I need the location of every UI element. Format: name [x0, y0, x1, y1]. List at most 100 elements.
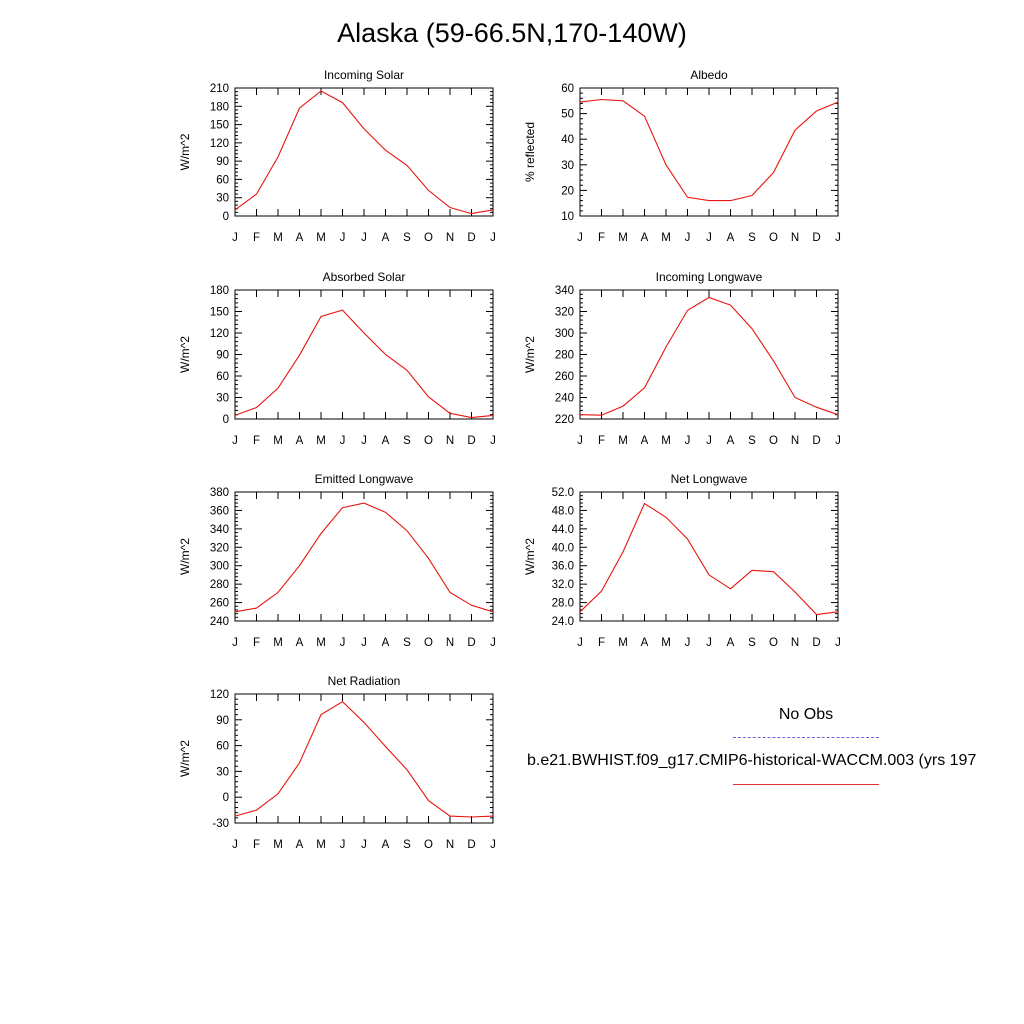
- net-radiation-xtick-label: N: [446, 839, 454, 851]
- emitted-longwave-series-line: [234, 502, 494, 613]
- absorbed-solar-xtick-label: F: [253, 435, 260, 447]
- incoming-longwave-xtick-label: J: [706, 435, 712, 447]
- incoming-longwave-ytick-label: 220: [555, 414, 574, 426]
- emitted-longwave-ytick-label: 380: [210, 487, 229, 499]
- absorbed-solar-ylabel: W/m^2: [178, 336, 192, 373]
- incoming-solar-ytick-label: 30: [216, 193, 229, 205]
- albedo-xtick-label: M: [661, 232, 671, 244]
- net-radiation-xtick-label: A: [296, 839, 304, 851]
- absorbed-solar-xtick-label: J: [232, 435, 238, 447]
- incoming-longwave-ytick-label: 340: [555, 285, 574, 297]
- net-radiation-xtick-label: A: [382, 839, 390, 851]
- incoming-longwave-xtick-label: A: [641, 435, 649, 447]
- incoming-solar-xtick-label: N: [446, 232, 454, 244]
- emitted-longwave-xtick-label: A: [296, 637, 304, 649]
- incoming-solar-xtick-label: M: [273, 232, 283, 244]
- albedo-ytick-label: 20: [561, 185, 574, 197]
- net-longwave-series-line: [579, 502, 839, 616]
- net-longwave-xtick-label: A: [727, 637, 735, 649]
- absorbed-solar-frame: [234, 289, 494, 420]
- albedo-xtick-label: A: [727, 232, 735, 244]
- incoming-longwave-xtick-label: S: [748, 435, 756, 447]
- absorbed-solar-ytick-label: 60: [216, 371, 229, 383]
- net-longwave-ytick-label: 24.0: [552, 616, 574, 628]
- incoming-solar-xtick-label: A: [382, 232, 390, 244]
- incoming-longwave-xtick-label: O: [769, 435, 778, 447]
- incoming-longwave-xtick-label: M: [661, 435, 671, 447]
- net-longwave-xtick-label: J: [577, 637, 583, 649]
- net-radiation-ytick-label: 60: [216, 741, 229, 753]
- albedo-ytick-label: 40: [561, 134, 574, 146]
- net-longwave-ytick-label: 52.0: [552, 487, 574, 499]
- albedo-xtick-label: J: [685, 232, 691, 244]
- net-radiation-ytick-label: 30: [216, 766, 229, 778]
- net-longwave-xtick-label: D: [812, 637, 820, 649]
- albedo-xtick-label: F: [598, 232, 605, 244]
- net-longwave-ylabel: W/m^2: [523, 538, 537, 575]
- incoming-longwave-xtick-label: M: [618, 435, 628, 447]
- absorbed-solar-series-line: [234, 309, 494, 419]
- incoming-longwave-ytick-label: 240: [555, 393, 574, 405]
- net-longwave-xtick-label: J: [706, 637, 712, 649]
- incoming-solar-xtick-label: J: [361, 232, 367, 244]
- net-longwave-ytick-label: 48.0: [552, 505, 574, 517]
- albedo-xtick-label: S: [748, 232, 756, 244]
- incoming-solar-frame: [234, 87, 494, 217]
- incoming-solar-chart: Incoming Solar W/m^2 0 30 60 90 120 150 180 210 J F…: [178, 68, 496, 244]
- absorbed-solar-ytick-label: 180: [210, 285, 229, 297]
- incoming-longwave-xtick-label: J: [685, 435, 691, 447]
- albedo-xtick-label: N: [791, 232, 799, 244]
- incoming-longwave-chart: Incoming Longwave W/m^2 220 240 260 280 300 320…: [523, 270, 841, 447]
- albedo-series-line: [579, 98, 839, 202]
- net-longwave-chart: Net Longwave W/m^2 24.0 28.0 32.0 36.0 40.0 44.…: [523, 472, 841, 649]
- incoming-solar-title: Incoming Solar: [324, 68, 404, 82]
- net-longwave-ytick-label: 44.0: [552, 524, 574, 536]
- incoming-longwave-title: Incoming Longwave: [656, 270, 763, 284]
- albedo-xtick-label: O: [769, 232, 778, 244]
- emitted-longwave-ytick-label: 300: [210, 561, 229, 573]
- net-longwave-frame: [579, 491, 839, 622]
- emitted-longwave-xtick-label: A: [382, 637, 390, 649]
- legend-model-label: b.e21.BWHIST.f09_g17.CMIP6-historical-WA…: [527, 752, 977, 769]
- incoming-longwave-ytick-label: 320: [555, 307, 574, 319]
- emitted-longwave-xtick-label: J: [361, 637, 367, 649]
- net-radiation-title: Net Radiation: [328, 674, 401, 688]
- incoming-solar-xtick-label: S: [403, 232, 411, 244]
- net-longwave-ytick-label: 28.0: [552, 598, 574, 610]
- absorbed-solar-ytick-label: 150: [210, 307, 229, 319]
- absorbed-solar-xtick-label: S: [403, 435, 411, 447]
- net-radiation-ytick-label: 0: [223, 792, 229, 804]
- emitted-longwave-ytick-label: 340: [210, 524, 229, 536]
- absorbed-solar-xtick-label: J: [361, 435, 367, 447]
- absorbed-solar-xtick-label: J: [340, 435, 346, 447]
- net-radiation-xtick-label: J: [232, 839, 238, 851]
- emitted-longwave-ytick-label: 360: [210, 505, 229, 517]
- emitted-longwave-xtick-label: J: [340, 637, 346, 649]
- net-longwave-xtick-label: O: [769, 637, 778, 649]
- emitted-longwave-ytick-label: 280: [210, 579, 229, 591]
- emitted-longwave-xtick-label: M: [273, 637, 283, 649]
- incoming-solar-xtick-label: M: [316, 232, 326, 244]
- incoming-solar-ytick-label: 150: [210, 120, 229, 132]
- albedo-ytick-label: 30: [561, 160, 574, 172]
- incoming-longwave-xtick-label: F: [598, 435, 605, 447]
- albedo-frame: [579, 87, 839, 217]
- absorbed-solar-xtick-label: M: [273, 435, 283, 447]
- absorbed-solar-ytick-label: 0: [223, 414, 229, 426]
- emitted-longwave-xtick-label: N: [446, 637, 454, 649]
- incoming-solar-ytick-label: 60: [216, 174, 229, 186]
- incoming-solar-xtick-label: F: [253, 232, 260, 244]
- albedo-xtick-label: D: [812, 232, 820, 244]
- incoming-solar-ytick-label: 180: [210, 101, 229, 113]
- incoming-longwave-xtick-label: J: [835, 435, 841, 447]
- net-radiation-xtick-label: M: [273, 839, 283, 851]
- absorbed-solar-xtick-label: J: [490, 435, 496, 447]
- net-radiation-series-line: [234, 701, 494, 818]
- absorbed-solar-ytick-label: 30: [216, 393, 229, 405]
- incoming-longwave-xtick-label: A: [727, 435, 735, 447]
- incoming-longwave-series-line: [579, 296, 839, 416]
- albedo-xtick-label: M: [618, 232, 628, 244]
- incoming-solar-xtick-label: J: [340, 232, 346, 244]
